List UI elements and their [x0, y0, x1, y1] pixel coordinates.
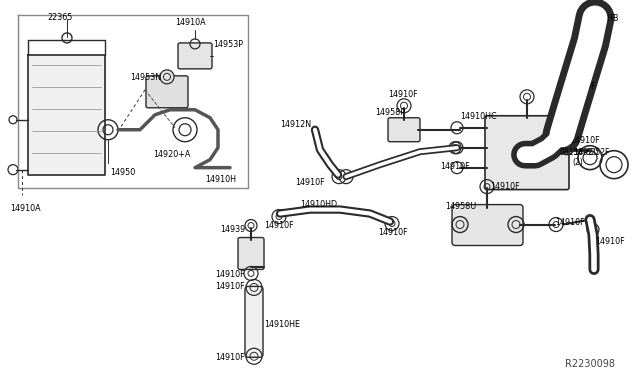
Text: 14910F: 14910F: [440, 162, 470, 171]
FancyBboxPatch shape: [452, 205, 523, 246]
Text: 14950: 14950: [110, 168, 135, 177]
Text: 14910F: 14910F: [555, 218, 584, 227]
Text: 14910F: 14910F: [378, 228, 408, 237]
FancyBboxPatch shape: [245, 286, 263, 357]
Text: 14910F: 14910F: [490, 182, 520, 190]
Text: 22365: 22365: [47, 13, 73, 22]
Text: 14958U: 14958U: [445, 202, 476, 211]
Text: 14912N: 14912N: [280, 120, 311, 129]
Text: 14910HE: 14910HE: [264, 320, 300, 329]
Text: 14910F: 14910F: [215, 353, 244, 362]
Text: 14910F: 14910F: [388, 90, 418, 99]
FancyBboxPatch shape: [178, 43, 212, 69]
Text: 14958P: 14958P: [375, 108, 405, 117]
Text: 14920+A: 14920+A: [154, 150, 191, 159]
Text: 14910F: 14910F: [570, 136, 600, 145]
Text: 14910HC: 14910HC: [460, 112, 497, 121]
Text: 14920: 14920: [573, 148, 598, 157]
Text: 14910F: 14910F: [295, 178, 324, 187]
Text: 14953N: 14953N: [130, 73, 161, 82]
Polygon shape: [28, 55, 105, 174]
FancyBboxPatch shape: [485, 116, 569, 190]
Circle shape: [160, 70, 174, 84]
Text: 14953P: 14953P: [213, 41, 243, 49]
Text: (2): (2): [572, 158, 583, 167]
Text: 14910HD: 14910HD: [300, 200, 337, 209]
FancyBboxPatch shape: [388, 118, 420, 142]
FancyBboxPatch shape: [146, 76, 188, 108]
FancyBboxPatch shape: [238, 237, 264, 269]
Text: 14910F: 14910F: [215, 282, 244, 291]
Text: 14910F: 14910F: [215, 270, 244, 279]
Text: 14910F: 14910F: [595, 237, 625, 246]
Text: 14910F: 14910F: [566, 82, 596, 91]
Text: 14910A: 14910A: [175, 18, 205, 27]
Text: 14910HB: 14910HB: [582, 14, 618, 23]
Text: 14910A: 14910A: [10, 203, 40, 212]
Text: 14939: 14939: [220, 225, 245, 234]
Text: 14910H: 14910H: [205, 174, 236, 184]
Text: 08158-6252F: 08158-6252F: [560, 148, 611, 157]
Text: 14910F: 14910F: [264, 221, 294, 230]
Text: R2230098: R2230098: [565, 359, 615, 369]
